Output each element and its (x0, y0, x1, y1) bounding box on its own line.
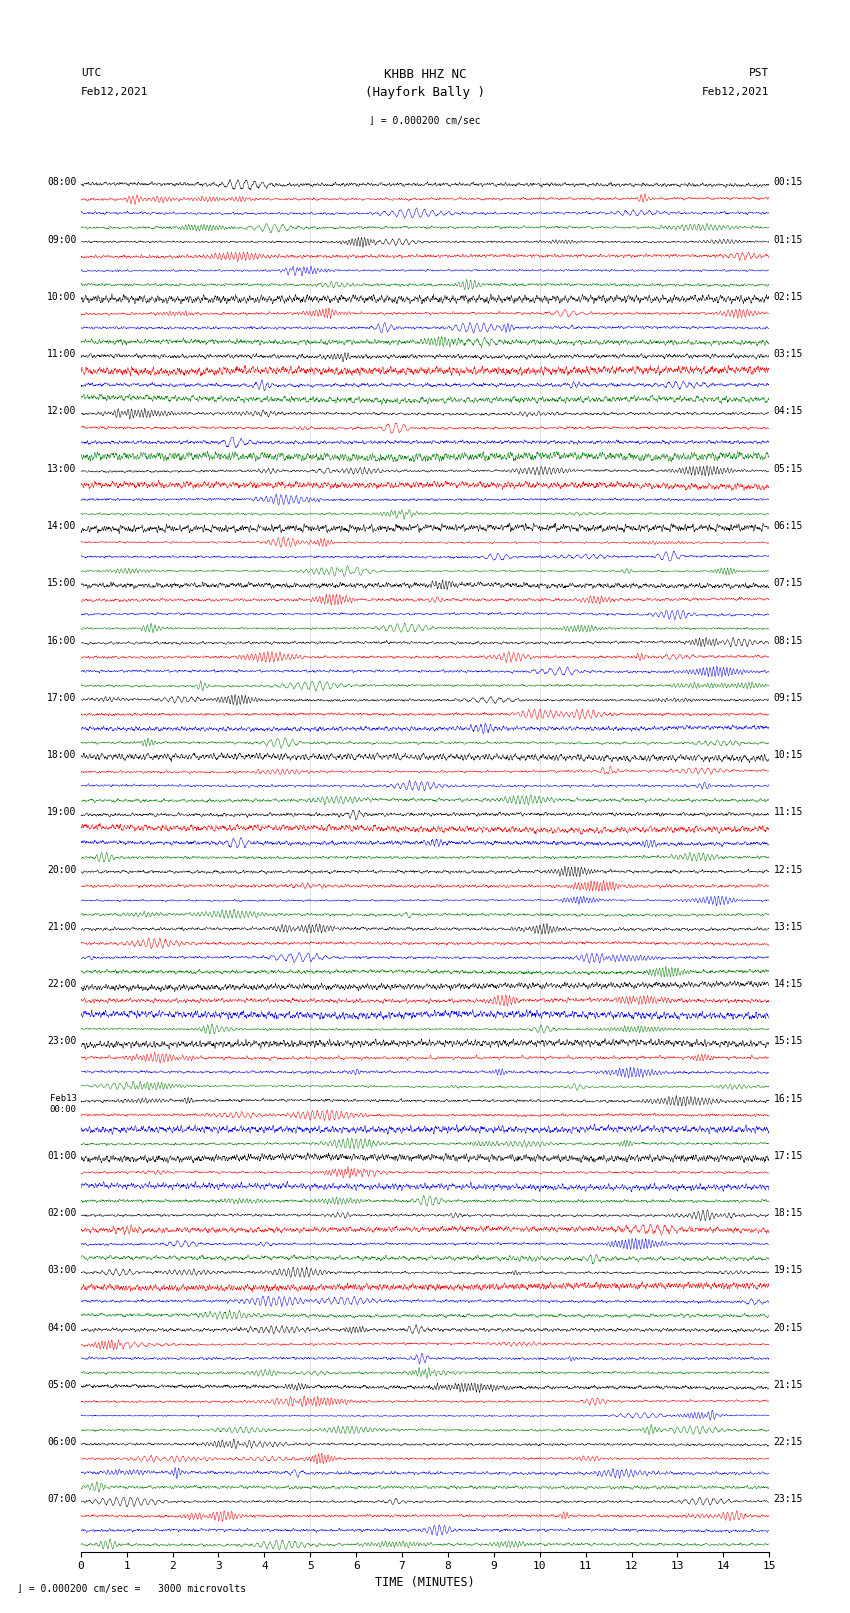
Text: 11:00: 11:00 (47, 350, 76, 360)
Text: 03:15: 03:15 (774, 350, 803, 360)
Text: 12:15: 12:15 (774, 865, 803, 874)
Text: 22:00: 22:00 (47, 979, 76, 989)
Text: 11:15: 11:15 (774, 808, 803, 818)
Text: Feb13
00:00: Feb13 00:00 (49, 1094, 76, 1113)
Text: 17:00: 17:00 (47, 694, 76, 703)
Text: 17:15: 17:15 (774, 1152, 803, 1161)
Text: KHBB HHZ NC
(Hayfork Bally ): KHBB HHZ NC (Hayfork Bally ) (365, 68, 485, 98)
Text: 13:00: 13:00 (47, 465, 76, 474)
Text: Feb12,2021: Feb12,2021 (81, 87, 148, 97)
Text: 04:00: 04:00 (47, 1323, 76, 1332)
Text: 08:00: 08:00 (47, 177, 76, 187)
Text: 10:00: 10:00 (47, 292, 76, 302)
Text: 04:15: 04:15 (774, 406, 803, 416)
Text: 19:15: 19:15 (774, 1265, 803, 1276)
Text: 02:00: 02:00 (47, 1208, 76, 1218)
Text: 18:00: 18:00 (47, 750, 76, 760)
Text: 13:15: 13:15 (774, 923, 803, 932)
Text: 05:00: 05:00 (47, 1381, 76, 1390)
Text: 21:00: 21:00 (47, 923, 76, 932)
Text: 16:15: 16:15 (774, 1094, 803, 1103)
Text: 16:00: 16:00 (47, 636, 76, 645)
Text: ⌋ = 0.000200 cm/sec =   3000 microvolts: ⌋ = 0.000200 cm/sec = 3000 microvolts (17, 1584, 246, 1594)
Text: 20:00: 20:00 (47, 865, 76, 874)
Text: 19:00: 19:00 (47, 808, 76, 818)
Text: 23:00: 23:00 (47, 1037, 76, 1047)
Text: 15:15: 15:15 (774, 1037, 803, 1047)
Text: 10:15: 10:15 (774, 750, 803, 760)
Text: 00:15: 00:15 (774, 177, 803, 187)
Text: 14:15: 14:15 (774, 979, 803, 989)
Text: PST: PST (749, 68, 769, 77)
Text: 14:00: 14:00 (47, 521, 76, 531)
Text: 07:00: 07:00 (47, 1495, 76, 1505)
X-axis label: TIME (MINUTES): TIME (MINUTES) (375, 1576, 475, 1589)
Text: 21:15: 21:15 (774, 1381, 803, 1390)
Text: 01:15: 01:15 (774, 235, 803, 245)
Text: 09:15: 09:15 (774, 694, 803, 703)
Text: 22:15: 22:15 (774, 1437, 803, 1447)
Text: 01:00: 01:00 (47, 1152, 76, 1161)
Text: Feb12,2021: Feb12,2021 (702, 87, 769, 97)
Text: 18:15: 18:15 (774, 1208, 803, 1218)
Text: 15:00: 15:00 (47, 579, 76, 589)
Text: 06:15: 06:15 (774, 521, 803, 531)
Text: 23:15: 23:15 (774, 1495, 803, 1505)
Text: ⌋ = 0.000200 cm/sec: ⌋ = 0.000200 cm/sec (369, 116, 481, 126)
Text: 03:00: 03:00 (47, 1265, 76, 1276)
Text: 02:15: 02:15 (774, 292, 803, 302)
Text: 09:00: 09:00 (47, 235, 76, 245)
Text: 08:15: 08:15 (774, 636, 803, 645)
Text: 06:00: 06:00 (47, 1437, 76, 1447)
Text: UTC: UTC (81, 68, 101, 77)
Text: 20:15: 20:15 (774, 1323, 803, 1332)
Text: 07:15: 07:15 (774, 579, 803, 589)
Text: 05:15: 05:15 (774, 465, 803, 474)
Text: 12:00: 12:00 (47, 406, 76, 416)
